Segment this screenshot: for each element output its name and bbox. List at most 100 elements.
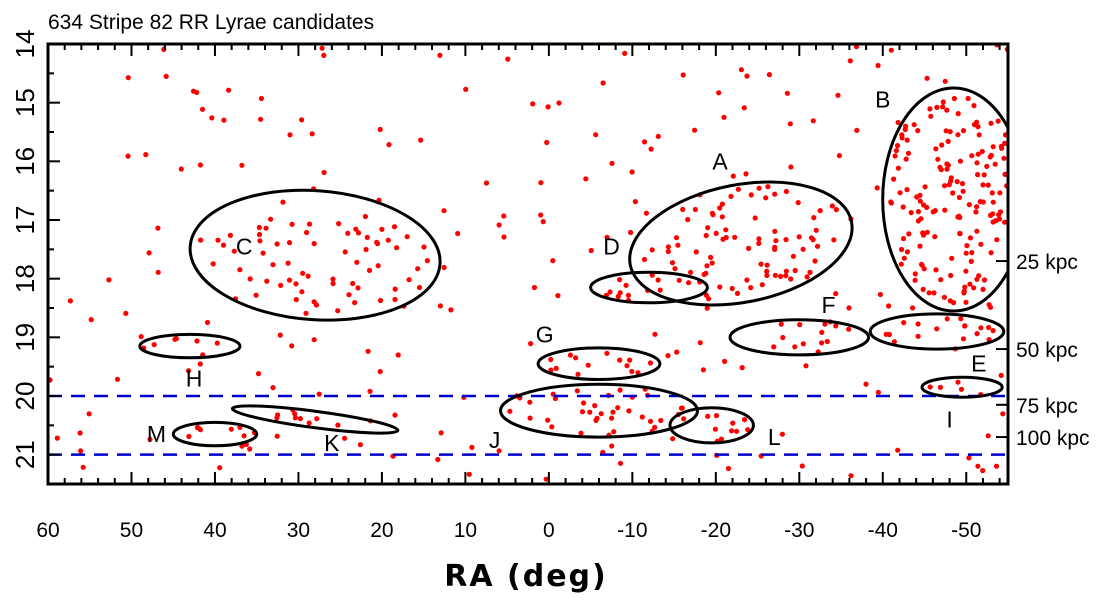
data-point <box>604 234 610 240</box>
data-point <box>197 162 203 168</box>
data-point <box>270 262 276 268</box>
data-point <box>311 241 317 247</box>
data-point <box>934 104 940 110</box>
data-point <box>984 163 990 169</box>
data-point <box>924 229 930 235</box>
data-point <box>955 111 961 117</box>
data-point <box>997 190 1003 196</box>
data-point <box>274 433 280 439</box>
data-point <box>404 234 410 240</box>
data-point <box>904 187 910 193</box>
data-point <box>540 219 546 225</box>
data-point <box>377 369 383 375</box>
data-point <box>257 238 263 244</box>
distance-axis: 25 kpc 50 kpc 75 kpc 100 kpc <box>996 251 1090 450</box>
data-point <box>920 286 926 292</box>
data-point <box>706 296 712 302</box>
data-point <box>812 258 818 264</box>
data-point <box>289 221 295 227</box>
data-point <box>968 258 974 264</box>
data-point <box>900 236 907 242</box>
data-point <box>835 92 841 98</box>
data-point <box>942 183 948 189</box>
data-point <box>992 161 998 167</box>
data-point <box>959 181 966 187</box>
data-point <box>927 106 933 112</box>
data-point <box>649 247 655 253</box>
region-ellipses-layer <box>138 86 1008 448</box>
data-point <box>88 317 94 323</box>
data-point <box>810 118 816 124</box>
y-tick-label: 19 <box>10 323 40 352</box>
data-point <box>958 386 965 392</box>
data-point <box>545 104 551 110</box>
data-point <box>716 90 722 96</box>
data-point <box>692 206 699 213</box>
data-point <box>670 436 676 442</box>
data-point <box>210 261 216 267</box>
data-point <box>531 284 538 291</box>
data-point <box>748 192 754 198</box>
data-point <box>553 365 559 371</box>
region-label-l: L <box>768 424 781 450</box>
data-point <box>981 172 987 178</box>
data-point <box>748 285 754 291</box>
data-point <box>342 435 348 441</box>
data-point <box>895 119 901 126</box>
region-label-a: A <box>712 148 728 174</box>
data-point <box>930 209 936 215</box>
data-point <box>675 242 681 248</box>
data-point <box>237 267 243 273</box>
data-point <box>915 128 921 134</box>
x-tick-label: -20 <box>701 519 731 542</box>
data-point <box>362 213 368 220</box>
data-point <box>587 409 593 415</box>
data-point <box>822 321 828 327</box>
data-point <box>448 307 454 313</box>
data-point <box>966 455 972 461</box>
region-label-j: J <box>489 427 501 453</box>
data-point <box>935 156 941 162</box>
data-point <box>712 426 719 432</box>
data-point <box>874 185 880 191</box>
data-point <box>730 173 736 179</box>
data-point <box>573 355 579 361</box>
data-point <box>342 249 348 255</box>
data-point <box>681 416 687 422</box>
data-point <box>335 422 341 428</box>
x-tick-label: 40 <box>203 519 226 542</box>
region-label-e: E <box>971 351 986 377</box>
data-point <box>957 214 963 221</box>
data-point <box>779 431 786 437</box>
data-point <box>306 420 312 426</box>
data-point <box>286 277 293 283</box>
data-point <box>998 372 1004 378</box>
region-ellipse-k <box>230 404 400 435</box>
data-point <box>993 463 1000 469</box>
data-point <box>787 121 793 127</box>
data-point <box>277 332 283 338</box>
data-point <box>917 192 923 198</box>
data-point <box>256 224 262 231</box>
data-point <box>756 240 762 246</box>
data-point <box>988 250 994 256</box>
data-point <box>629 368 635 375</box>
x-tick-label: 20 <box>370 519 393 542</box>
y-tick-label: 14 <box>10 30 40 59</box>
data-point <box>424 258 430 264</box>
data-point <box>221 117 227 123</box>
data-point <box>758 261 764 267</box>
data-point <box>366 267 373 273</box>
data-point <box>316 391 322 397</box>
data-point <box>833 323 839 329</box>
data-point <box>772 272 779 278</box>
data-point <box>270 385 276 391</box>
data-point <box>622 50 628 57</box>
data-point <box>268 216 274 222</box>
data-point <box>578 430 584 436</box>
data-point <box>1000 411 1006 417</box>
x-tick-label: -40 <box>868 519 898 542</box>
data-point <box>385 237 391 243</box>
data-point <box>253 292 259 298</box>
data-point <box>969 153 975 159</box>
